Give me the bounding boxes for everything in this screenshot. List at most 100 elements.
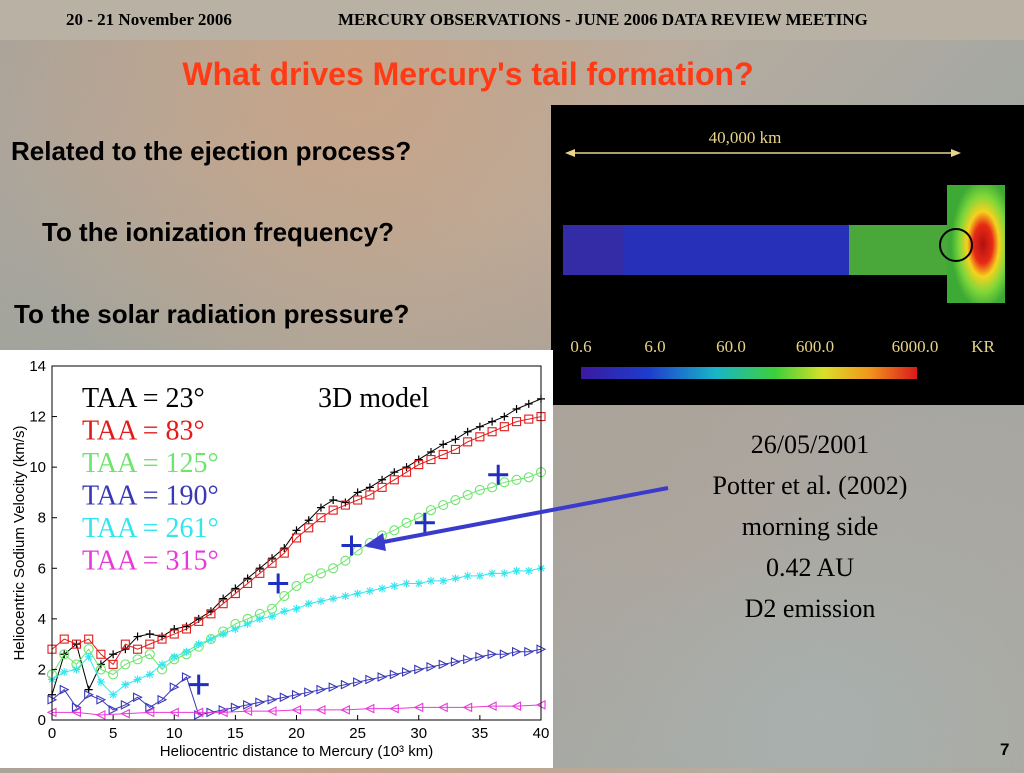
data-point bbox=[72, 665, 81, 674]
data-point bbox=[279, 692, 290, 703]
data-point bbox=[365, 674, 376, 685]
data-point bbox=[389, 703, 399, 714]
data-point bbox=[463, 571, 472, 580]
mercury-disk-outline bbox=[939, 228, 973, 262]
data-point bbox=[132, 654, 143, 665]
data-point bbox=[438, 449, 448, 460]
legend-entry: TAA = 125° bbox=[82, 448, 219, 479]
tail-head-region bbox=[947, 185, 1005, 303]
data-point bbox=[120, 708, 130, 719]
data-point bbox=[95, 710, 106, 720]
data-point bbox=[193, 707, 204, 718]
data-point bbox=[145, 702, 156, 713]
data-point bbox=[512, 404, 521, 413]
data-point bbox=[59, 634, 69, 644]
data-point bbox=[291, 704, 302, 715]
data-point bbox=[120, 659, 131, 670]
scale-arrow-left-head bbox=[565, 149, 575, 157]
data-point bbox=[144, 707, 155, 718]
data-point bbox=[255, 614, 264, 623]
data-point bbox=[84, 652, 93, 661]
data-point bbox=[439, 576, 448, 585]
data-point bbox=[328, 505, 338, 515]
data-point bbox=[255, 697, 266, 708]
data-point bbox=[486, 701, 497, 711]
data-point bbox=[390, 468, 399, 477]
observation-point bbox=[188, 674, 209, 695]
x-tick-label: 10 bbox=[166, 725, 183, 742]
data-point bbox=[426, 447, 435, 456]
data-point bbox=[524, 646, 535, 657]
data-point bbox=[267, 558, 277, 568]
tail-near-region bbox=[849, 225, 949, 275]
data-point bbox=[426, 576, 435, 585]
data-point bbox=[426, 455, 436, 465]
data-point bbox=[390, 581, 399, 590]
x-tick-label: 15 bbox=[227, 725, 244, 742]
data-point bbox=[451, 435, 460, 444]
data-point bbox=[475, 422, 484, 431]
colorbar-tick-label: 6000.0 bbox=[892, 337, 939, 356]
velocity-chart: 0 5 10 15 20 25 30 35 40 0 2 4 6 8 10 12 14 Heliocentric… bbox=[11, 358, 549, 760]
data-point bbox=[438, 659, 449, 670]
data-point bbox=[158, 660, 167, 669]
x-tick-label: 20 bbox=[288, 725, 305, 742]
data-point bbox=[414, 460, 424, 470]
colorbar-tick-label: 6.0 bbox=[644, 337, 665, 356]
observation-point bbox=[488, 464, 509, 485]
data-point bbox=[133, 644, 143, 654]
data-point bbox=[60, 667, 69, 676]
data-point bbox=[157, 634, 167, 644]
page-number: 7 bbox=[1000, 740, 1010, 759]
data-point bbox=[84, 634, 94, 644]
data-point bbox=[230, 702, 241, 713]
data-point bbox=[242, 706, 253, 717]
x-tick-label: 5 bbox=[109, 725, 117, 742]
data-point bbox=[328, 682, 339, 693]
data-point bbox=[414, 455, 423, 464]
data-point bbox=[194, 710, 204, 720]
observation-point bbox=[414, 512, 435, 533]
observation-point bbox=[341, 535, 362, 556]
velocity-chart-panel: 0 5 10 15 20 25 30 35 40 0 2 4 6 8 10 12 14 Heliocentric… bbox=[0, 350, 553, 768]
data-point bbox=[145, 639, 155, 649]
data-point bbox=[255, 564, 264, 573]
data-point bbox=[488, 569, 497, 578]
data-point bbox=[243, 699, 253, 710]
data-point bbox=[303, 573, 314, 584]
data-point bbox=[71, 702, 82, 713]
data-point bbox=[169, 707, 179, 718]
data-point bbox=[414, 664, 424, 675]
annotation-distance: 0.42 AU bbox=[765, 553, 855, 582]
data-point bbox=[437, 702, 448, 713]
data-point bbox=[402, 579, 411, 588]
data-point bbox=[280, 607, 289, 616]
data-point bbox=[145, 630, 154, 639]
data-point bbox=[316, 684, 327, 695]
data-point bbox=[157, 694, 168, 705]
scale-arrow-right-head bbox=[951, 149, 961, 157]
data-point bbox=[365, 490, 375, 500]
data-point bbox=[488, 417, 497, 426]
y-tick-label: 12 bbox=[29, 409, 46, 426]
data-point bbox=[120, 639, 130, 649]
x-tick-label: 0 bbox=[48, 725, 56, 742]
data-point bbox=[499, 422, 509, 432]
data-point bbox=[170, 624, 179, 633]
data-point bbox=[96, 694, 107, 705]
data-point bbox=[450, 656, 461, 667]
data-point bbox=[304, 516, 313, 525]
data-point bbox=[340, 555, 351, 566]
data-point bbox=[462, 702, 473, 713]
x-tick-label: 35 bbox=[472, 725, 489, 742]
data-point bbox=[291, 533, 302, 543]
legend-entry: TAA = 83° bbox=[82, 416, 205, 447]
observation-annotation: 26/05/2001 Potter et al. (2002) morning … bbox=[668, 424, 952, 629]
data-point bbox=[133, 632, 142, 641]
data-point bbox=[133, 675, 142, 684]
data-point bbox=[218, 599, 228, 609]
data-point bbox=[231, 584, 240, 593]
data-point bbox=[353, 589, 362, 598]
data-point bbox=[217, 707, 228, 718]
data-point bbox=[169, 682, 180, 693]
